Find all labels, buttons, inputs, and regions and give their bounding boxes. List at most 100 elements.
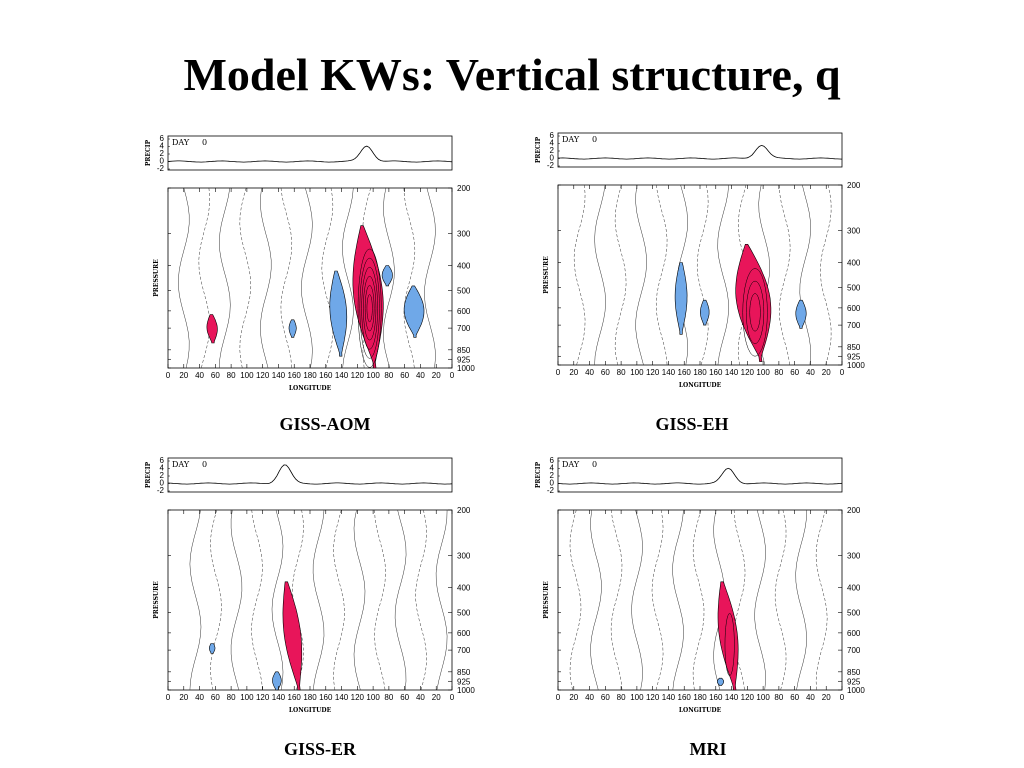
day-value: 0 — [592, 135, 597, 144]
x-tick-label: 60 — [790, 693, 799, 702]
contour-line — [394, 509, 407, 691]
x-tick-label: 160 — [319, 371, 333, 380]
y-tick-label: 300 — [457, 551, 471, 560]
contour-line — [435, 509, 448, 691]
x-tick-label: 100 — [366, 371, 380, 380]
precip-series-line — [557, 467, 843, 485]
x-tick-label: 80 — [227, 693, 236, 702]
day-label: DAY — [172, 138, 190, 147]
negative-anomaly-region — [329, 270, 348, 357]
precip-tick-label: 2 — [160, 149, 165, 158]
precip-frame — [167, 457, 453, 493]
negative-anomaly-region — [717, 677, 724, 686]
x-tick-label: 80 — [617, 368, 626, 377]
contour-line — [219, 187, 231, 369]
x-tick-label: 120 — [741, 693, 755, 702]
precip-series-line — [558, 144, 843, 160]
contour-line — [198, 187, 211, 369]
x-tick-label: 20 — [179, 693, 188, 702]
x-tick-label: 20 — [569, 368, 578, 377]
x-tick-label: 80 — [774, 368, 783, 377]
x-tick-label: 140 — [335, 371, 349, 380]
y-tick-label: 400 — [847, 259, 861, 268]
contour-line — [189, 509, 202, 691]
precip-tick-label: 2 — [160, 471, 165, 480]
x-tick-label: 0 — [450, 371, 455, 380]
x-tick-label: 180 — [693, 368, 707, 377]
y-tick-label: 200 — [847, 181, 861, 190]
x-tick-label: 120 — [351, 693, 365, 702]
chart-panel-giss-er: 6 4 2 0 -2 PRECIP DAY 0 0 20 40 60 80 100 120 140 160 180… — [140, 450, 480, 718]
contour-line — [696, 184, 709, 366]
x-tick-label: 180 — [303, 371, 317, 380]
contour-line — [655, 184, 668, 366]
y-tick-label: 925 — [847, 677, 861, 686]
x-tick-label: 20 — [822, 368, 831, 377]
anomaly-contour-level — [364, 285, 375, 332]
contour-line — [210, 509, 222, 691]
x-tick-label: 160 — [709, 368, 723, 377]
contour-line — [353, 509, 366, 691]
y-tick-label: 200 — [457, 184, 471, 193]
day-label: DAY — [562, 135, 580, 144]
anomaly-contour-level — [359, 257, 380, 359]
y-tick-label: 300 — [457, 229, 471, 238]
y-tick-label: 500 — [457, 286, 471, 295]
negative-anomaly-region — [209, 643, 216, 654]
y-tick-label: 850 — [847, 668, 861, 677]
negative-anomaly-region — [403, 285, 425, 338]
x-tick-label: 40 — [806, 368, 815, 377]
x-tick-label: 80 — [384, 371, 393, 380]
precip-tick-label: 0 — [160, 157, 165, 166]
x-tick-label: 60 — [601, 693, 610, 702]
contour-line — [280, 187, 293, 369]
y-tick-label: 700 — [847, 321, 861, 330]
x-tick-label: 80 — [774, 693, 783, 702]
day-label: DAY — [562, 460, 580, 469]
contour-line — [799, 184, 811, 366]
precip-tick-label: 4 — [550, 139, 555, 148]
contour-line — [820, 184, 832, 366]
contour-line — [795, 509, 807, 691]
x-tick-label: 140 — [725, 693, 739, 702]
x-axis-label: LONGITUDE — [289, 707, 332, 714]
y-axis-label: PRESSURE — [543, 581, 550, 619]
x-axis-label: LONGITUDE — [679, 707, 722, 714]
anomaly-contour-level — [746, 280, 765, 344]
precip-axis-label: PRECIP — [145, 461, 152, 488]
background-contours — [178, 187, 436, 369]
x-tick-label: 100 — [756, 693, 770, 702]
x-tick-label: 120 — [741, 368, 755, 377]
contour-line — [651, 509, 664, 691]
x-tick-label: 60 — [601, 368, 610, 377]
precip-tick-label: 0 — [550, 154, 555, 163]
y-axis-label: PRESSURE — [153, 581, 160, 619]
contour-line — [635, 184, 647, 366]
y-tick-label: 300 — [847, 226, 861, 235]
y-tick-label: 850 — [847, 343, 861, 352]
precip-tick-label: -2 — [157, 486, 165, 495]
contour-plot-frame — [167, 509, 453, 691]
precip-axis-label: PRECIP — [145, 139, 152, 166]
x-tick-label: 20 — [432, 693, 441, 702]
x-tick-label: 120 — [256, 693, 270, 702]
x-tick-label: 80 — [617, 693, 626, 702]
y-tick-label: 600 — [847, 629, 861, 638]
y-tick-label: 700 — [457, 324, 471, 333]
x-tick-label: 100 — [630, 693, 644, 702]
day-label: DAY — [172, 460, 190, 469]
x-tick-label: 100 — [366, 693, 380, 702]
contour-line — [312, 509, 325, 691]
caption-mri: MRI — [689, 739, 727, 759]
x-tick-label: 180 — [303, 693, 317, 702]
x-tick-label: 160 — [678, 693, 692, 702]
y-tick-label: 500 — [847, 608, 861, 617]
y-axis-label: PRESSURE — [543, 256, 550, 294]
contour-line — [415, 509, 427, 691]
anomaly-contour-level — [749, 293, 761, 332]
contour-line — [754, 509, 766, 691]
anomaly-contour-level — [724, 613, 735, 676]
